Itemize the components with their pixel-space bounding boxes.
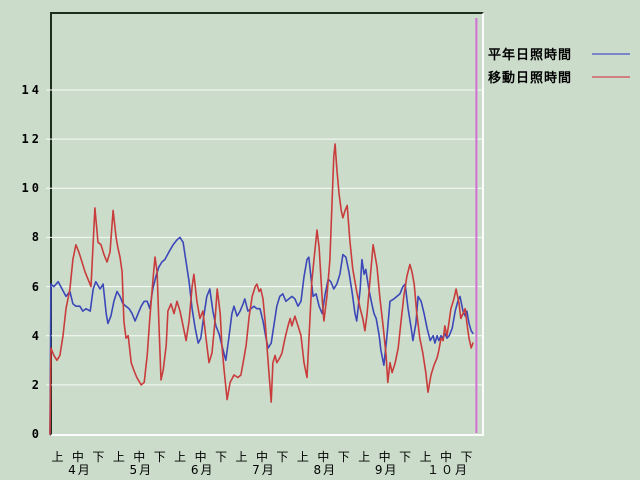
- legend-label-normal-sunshine: 平年日照時間: [488, 48, 573, 63]
- x-axis-month-label: 5月: [129, 463, 154, 477]
- x-axis-dekad-label: 上: [419, 450, 432, 464]
- x-axis-dekad-label: 中: [440, 450, 453, 464]
- x-axis-month-label: 7月: [252, 463, 276, 477]
- x-axis-month-label: 8月: [313, 463, 338, 477]
- y-axis-label: 4: [31, 328, 42, 343]
- y-axis-label: 14: [21, 83, 42, 97]
- y-axis-label: 10: [21, 181, 42, 196]
- x-axis-dekad-label: 中: [255, 450, 268, 464]
- x-axis-dekad-label: 上: [174, 450, 187, 464]
- legend: 平年日照時間 移動日照時間: [488, 42, 630, 88]
- x-axis-dekad-label: 下: [337, 450, 350, 464]
- x-axis-month-label: １０月: [427, 463, 470, 477]
- x-axis-month-label: 6月: [190, 463, 215, 477]
- x-axis-dekad-label: 下: [92, 450, 105, 464]
- y-axis-label: 12: [21, 132, 42, 147]
- x-axis-month-label: 9月: [374, 463, 399, 477]
- legend-item-moving-sunshine: 移動日照時間: [488, 65, 630, 88]
- legend-line-red: [592, 75, 630, 78]
- y-axis-label: 2: [31, 377, 42, 392]
- x-axis-dekad-label: 下: [153, 450, 166, 464]
- x-axis-dekad-label: 中: [194, 450, 207, 464]
- x-axis-dekad-label: 上: [296, 450, 309, 464]
- x-axis-dekad-label: 中: [378, 450, 391, 464]
- y-axis-label: 8: [31, 230, 42, 245]
- x-axis-month-label: 4月: [68, 463, 92, 477]
- x-axis-dekad-label: 下: [215, 450, 228, 464]
- x-axis-dekad-label: 下: [399, 450, 412, 464]
- plot-area: [50, 12, 484, 436]
- y-axis-label: 6: [31, 279, 42, 294]
- legend-line-blue: [592, 52, 630, 55]
- x-axis-dekad-label: 中: [317, 450, 330, 464]
- x-axis-dekad-label: 上: [358, 450, 371, 464]
- x-axis-dekad-label: 上: [112, 450, 125, 464]
- series-line-normal-sunshine: [49, 236, 474, 435]
- x-axis-dekad-label: 下: [460, 450, 473, 464]
- x-axis-dekad-label: 上: [51, 450, 64, 464]
- x-axis-dekad-label: 下: [276, 450, 289, 464]
- series-line-moving-sunshine: [49, 143, 474, 435]
- x-axis-dekad-label: 中: [133, 450, 146, 464]
- legend-label-moving-sunshine: 移動日照時間: [488, 71, 573, 86]
- x-axis-dekad-label: 上: [235, 450, 248, 464]
- x-axis-dekad-label: 中: [71, 450, 84, 464]
- y-axis-label: 0: [31, 427, 42, 441]
- legend-item-normal-sunshine: 平年日照時間: [488, 42, 630, 65]
